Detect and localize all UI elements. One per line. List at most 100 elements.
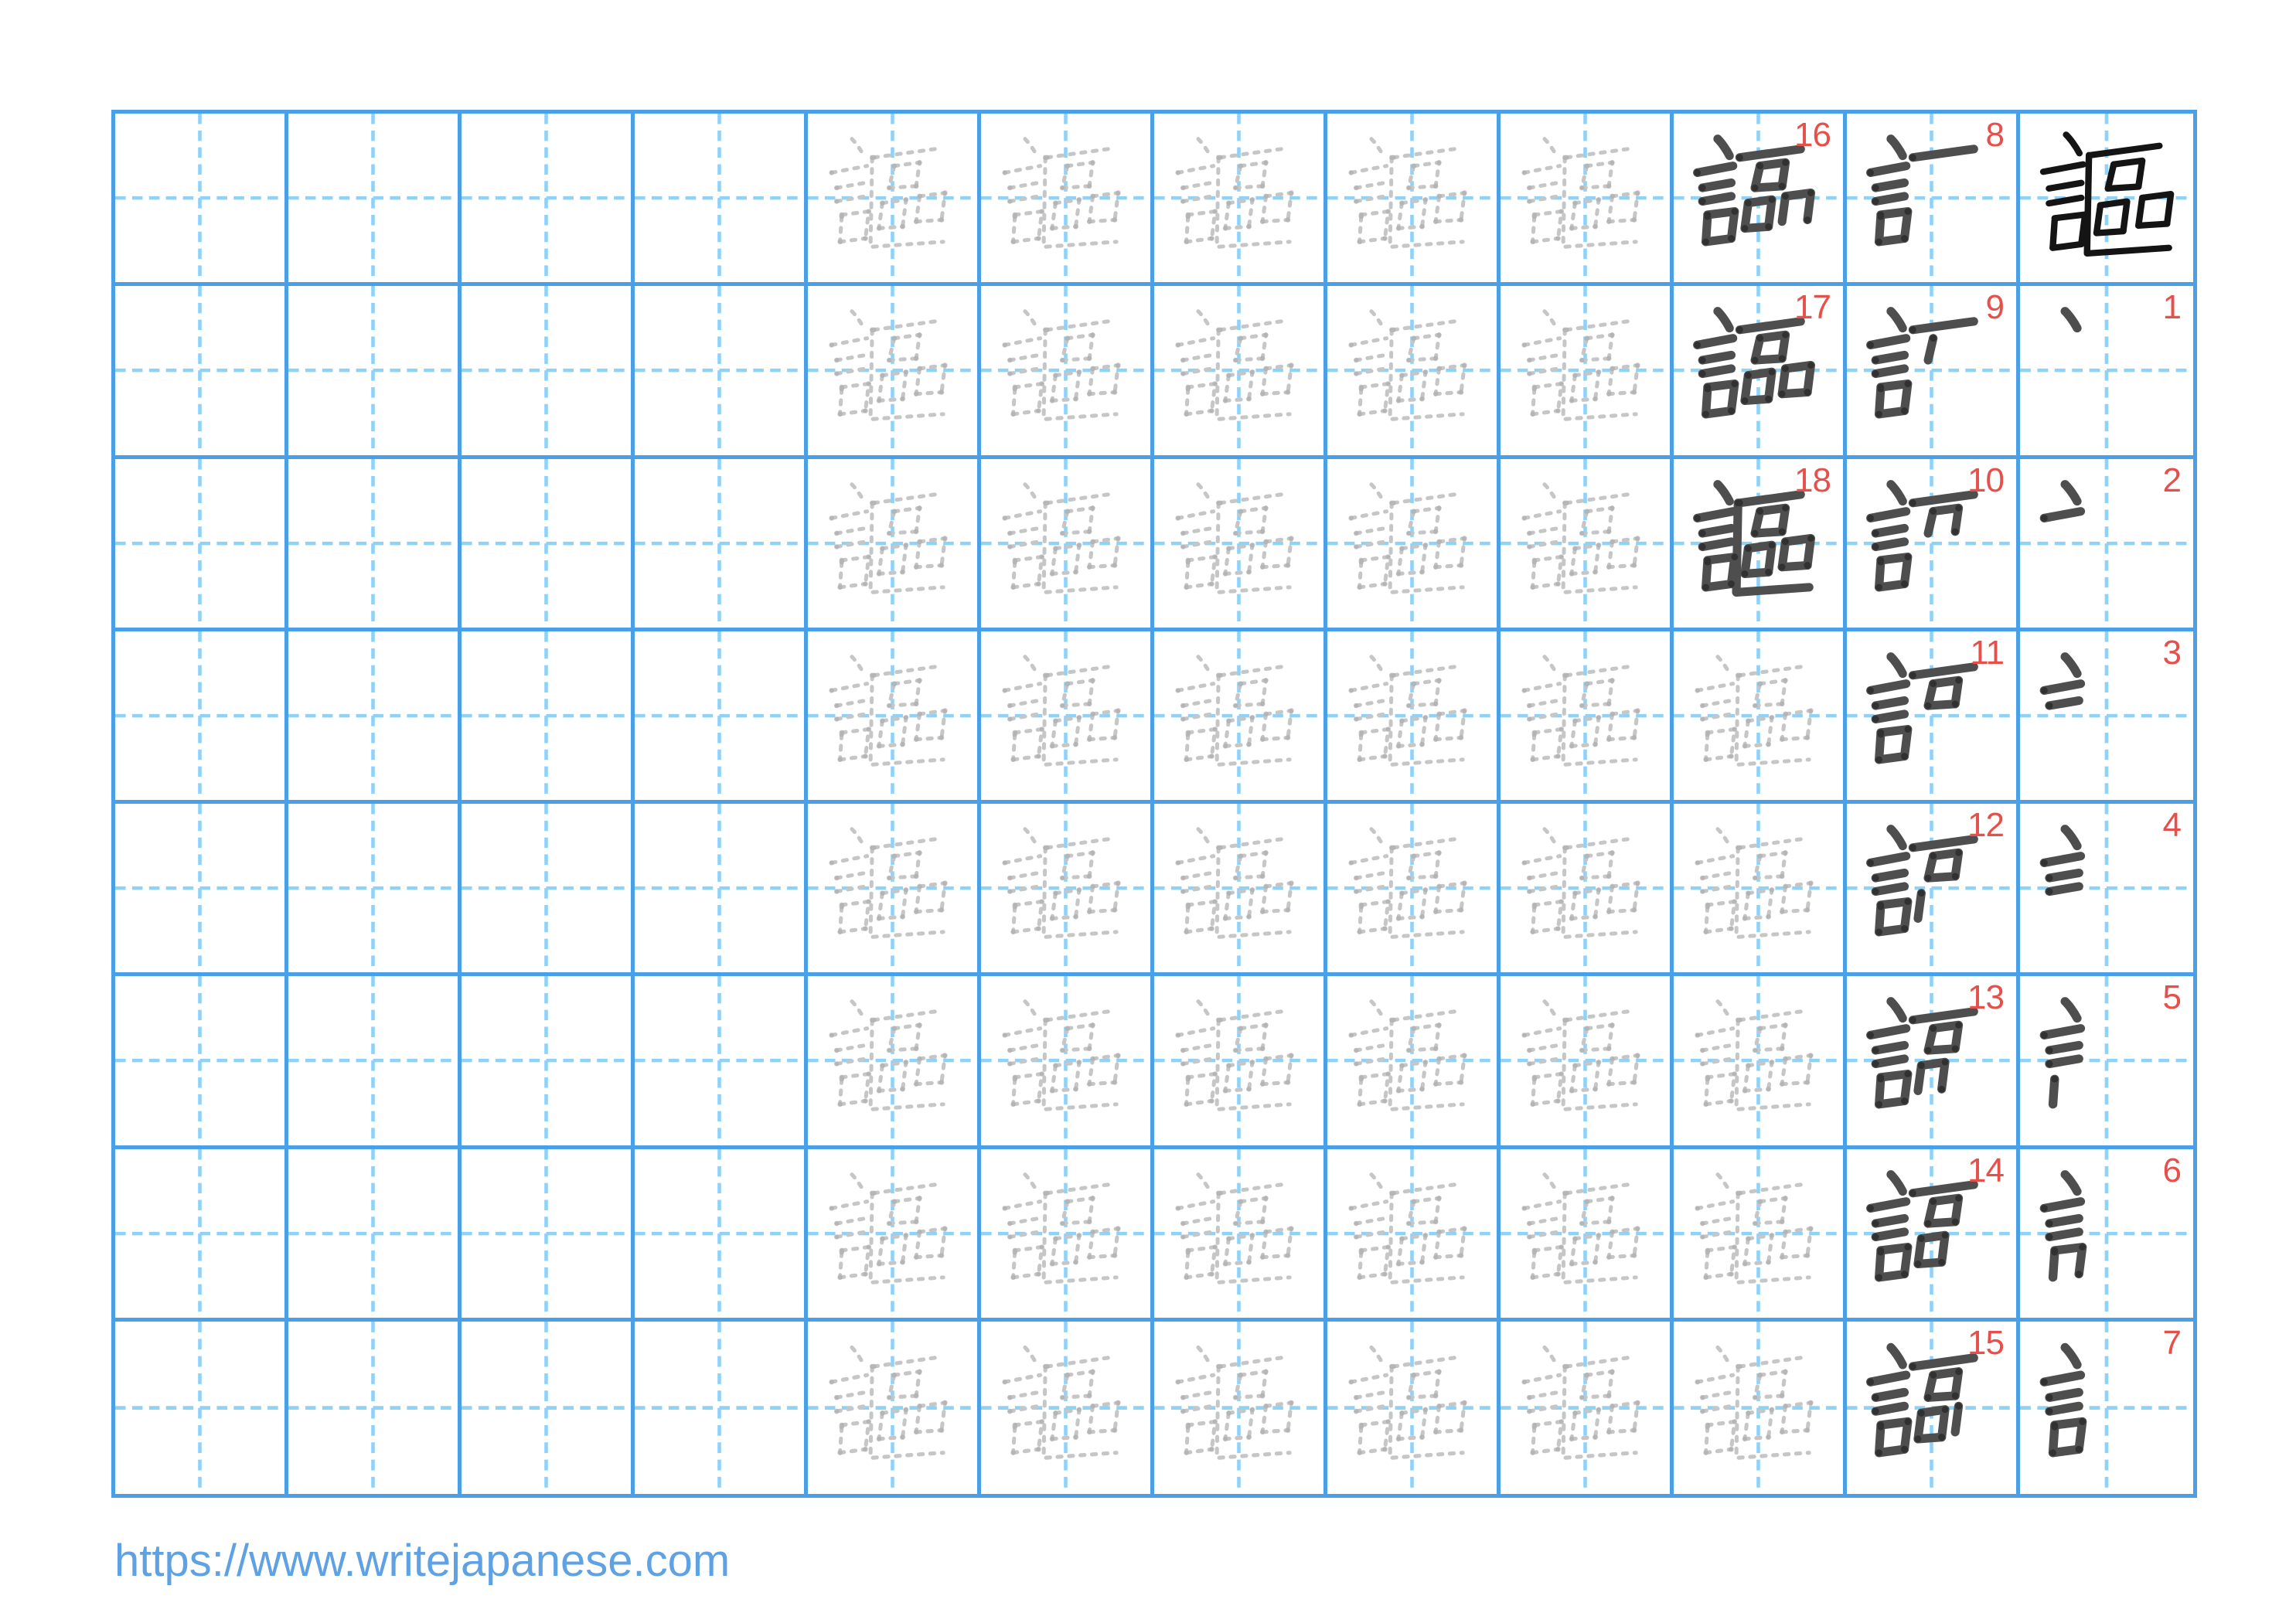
- kanji-stroke-12: [1223, 1410, 1231, 1441]
- kanji-stroke-12: [1050, 201, 1058, 230]
- kanji-stroke-5: [1358, 1077, 1364, 1107]
- stroke-start-dot: [1411, 163, 1416, 168]
- kanji-stroke-11: [1060, 356, 1092, 362]
- cell-canvas-svg: [288, 1321, 458, 1494]
- stroke-start-dot: [1175, 170, 1180, 175]
- kanji-stroke-10: [892, 1369, 922, 1398]
- stroke-start-dot: [1951, 1045, 1959, 1053]
- kanji-stroke-18: [1388, 328, 1465, 422]
- kanji-strokes-group: [1522, 309, 1640, 422]
- stroke-start-dot: [1584, 681, 1589, 686]
- cell-canvas-svg: [1327, 631, 1497, 800]
- kanji-stroke-4: [1527, 1229, 1560, 1239]
- stroke-start-dot: [880, 1063, 885, 1069]
- kanji-trace-cell: [981, 1321, 1154, 1494]
- kanji-stroke-12: [1396, 1236, 1404, 1266]
- kanji-stroke-14: [1223, 914, 1252, 920]
- stroke-start-dot: [903, 1232, 909, 1238]
- kanji-stroke-9: [887, 336, 897, 362]
- kanji-stroke-17: [1777, 560, 1812, 571]
- kanji-trace-cell: [1327, 1321, 1501, 1494]
- kanji-stroke-17: [914, 1427, 944, 1434]
- stroke-start-dot: [1209, 580, 1214, 587]
- stroke-start-dot: [1930, 507, 1937, 515]
- stroke-start-dot: [1073, 741, 1078, 747]
- kanji-trace-cell: [1674, 804, 1847, 977]
- kanji-stroke-18: [1734, 1364, 1811, 1460]
- kanji-stroke-15: [1260, 539, 1269, 569]
- stroke-start-dot: [866, 1244, 872, 1250]
- stroke-step-cell: 12: [1847, 804, 2020, 977]
- kanji-stroke-9: [1233, 1199, 1243, 1226]
- stroke-start-dot: [1112, 734, 1118, 740]
- stroke-start-dot: [1259, 1254, 1266, 1260]
- kanji-stroke-4: [1180, 1229, 1214, 1239]
- stroke-start-dot: [1002, 687, 1007, 693]
- kanji-stroke-9: [1060, 681, 1070, 708]
- kanji-stroke-17: [1260, 1080, 1290, 1087]
- stroke-start-dot: [1955, 1402, 1962, 1410]
- stroke-start-dot: [1263, 1022, 1269, 1028]
- stroke-start-dot: [1779, 909, 1785, 914]
- empty-practice-cell: [462, 976, 635, 1149]
- stroke-start-dot: [1572, 718, 1578, 723]
- stroke-start-dot: [863, 926, 868, 931]
- stroke-step-cell: 9: [1847, 286, 2020, 459]
- stroke-start-dot: [886, 703, 892, 709]
- cell-canvas-svg: [808, 1148, 977, 1318]
- stroke-start-dot: [1405, 1220, 1412, 1226]
- kanji-stroke-18: [1388, 500, 1465, 594]
- stroke-start-dot: [1353, 1220, 1359, 1226]
- kanji-stroke-10: [1065, 333, 1095, 361]
- kanji-stroke-6: [1186, 900, 1218, 931]
- kanji-stroke-6: [1013, 726, 1044, 758]
- stroke-start-dot: [1175, 1379, 1180, 1385]
- stroke-step-cell: 7: [2020, 1321, 2193, 1494]
- stroke-start-dot: [876, 916, 882, 921]
- cell-canvas-svg: [981, 1148, 1150, 1318]
- stroke-step-cell: 2: [2020, 458, 2193, 631]
- cell-canvas-svg: [808, 631, 977, 800]
- stroke-start-dot: [900, 1434, 905, 1440]
- kanji-stroke-3: [1180, 353, 1214, 362]
- kanji-stroke-1: [850, 137, 866, 158]
- stroke-start-dot: [1699, 1048, 1705, 1053]
- stroke-start-dot: [1704, 556, 1712, 563]
- kanji-stroke-12: [1223, 718, 1231, 748]
- kanji-stroke-3: [1527, 870, 1560, 880]
- stroke-start-dot: [900, 569, 905, 575]
- stroke-start-dot: [1699, 1394, 1705, 1400]
- stroke-start-dot: [1049, 1261, 1055, 1267]
- stroke-start-dot: [938, 390, 945, 396]
- kanji-stroke-7: [1184, 409, 1214, 417]
- kanji-stroke-7: [1011, 236, 1041, 244]
- stroke-start-dot: [1736, 154, 1743, 162]
- kanji-stroke-3: [1871, 1387, 1909, 1402]
- cell-canvas-svg: [981, 976, 1150, 1145]
- stroke-start-dot: [1572, 890, 1578, 896]
- kanji-stroke-17: [1433, 1080, 1463, 1087]
- stroke-start-dot: [1065, 508, 1070, 514]
- stroke-start-dot: [1735, 1189, 1741, 1196]
- stroke-start-dot: [869, 499, 875, 505]
- stroke-start-dot: [1432, 183, 1439, 189]
- kanji-stroke-8: [1218, 1009, 1283, 1022]
- kanji-stroke-2: [2039, 161, 2086, 175]
- stroke-start-dot: [1610, 160, 1615, 165]
- stroke-start-dot: [1872, 184, 1879, 192]
- kanji-stroke-11: [1753, 1219, 1784, 1226]
- stroke-start-dot: [1289, 708, 1294, 713]
- stroke-start-dot: [1222, 1088, 1228, 1094]
- kanji-stroke-9: [1579, 1026, 1589, 1053]
- kanji-trace-cell: [1154, 1321, 1327, 1494]
- stroke-start-dot: [1562, 1189, 1568, 1196]
- kanji-strokes-group: [1695, 654, 1813, 767]
- stroke-start-dot: [1526, 1061, 1532, 1067]
- stroke-start-dot: [1610, 1022, 1615, 1028]
- kanji-stroke-1: [1542, 1345, 1558, 1367]
- stroke-start-dot: [1804, 1080, 1811, 1086]
- stroke-start-dot: [833, 199, 840, 204]
- kanji-stroke-15: [1433, 1404, 1442, 1434]
- kanji-stroke-9: [1579, 164, 1589, 190]
- stroke-start-dot: [1180, 1048, 1186, 1053]
